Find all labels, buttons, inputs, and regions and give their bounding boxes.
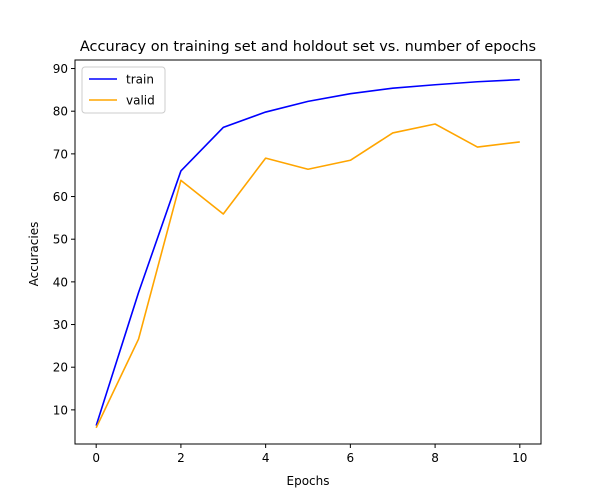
plot-frame	[74, 59, 542, 445]
y-axis: 10 20 30 40 50 60 70 80 90	[53, 62, 75, 417]
y-tick-label: 90	[53, 62, 68, 76]
chart-title: Accuracy on training set and holdout set…	[80, 39, 536, 55]
y-tick-label: 70	[53, 147, 68, 161]
y-tick-label: 10	[53, 403, 68, 417]
y-tick-label: 50	[53, 233, 68, 247]
x-tick-label: 6	[347, 451, 355, 465]
legend: train valid	[81, 66, 166, 114]
y-tick-label: 40	[53, 275, 68, 289]
y-tick-label: 60	[53, 190, 68, 204]
series-layer	[95, 78, 520, 429]
y-tick-label: 80	[53, 105, 68, 119]
y-axis-label: Accuracies	[27, 222, 41, 287]
x-axis-label: Epochs	[287, 474, 330, 488]
x-tick-label: 8	[431, 451, 439, 465]
legend-label-train: train	[126, 73, 154, 87]
x-tick-label: 10	[512, 451, 527, 465]
x-tick-label: 2	[177, 451, 185, 465]
series-line-train	[95, 78, 520, 426]
legend-label-valid: valid	[126, 94, 155, 108]
y-tick-label: 30	[53, 318, 68, 332]
y-tick-label: 20	[53, 361, 68, 375]
x-axis: 0 2 4 6 8 10	[92, 444, 527, 465]
x-tick-label: 0	[92, 451, 100, 465]
series-line-valid	[95, 123, 520, 429]
plot-area	[74, 59, 542, 445]
x-tick-label: 4	[262, 451, 270, 465]
